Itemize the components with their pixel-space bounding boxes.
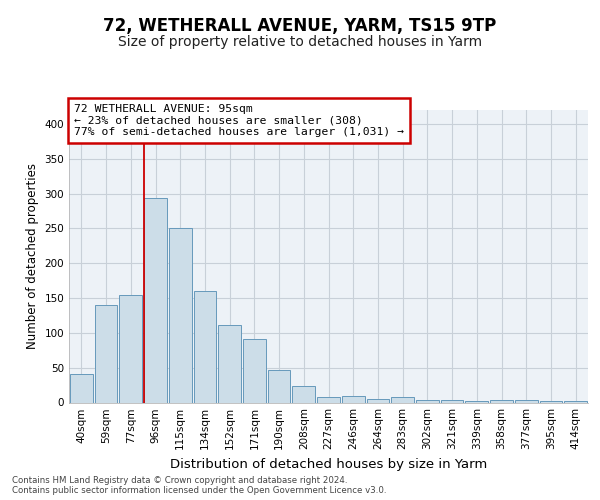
- Text: Contains HM Land Registry data © Crown copyright and database right 2024.
Contai: Contains HM Land Registry data © Crown c…: [12, 476, 386, 495]
- Bar: [218, 324, 241, 402]
- Bar: [441, 400, 463, 402]
- Bar: [268, 370, 290, 402]
- Bar: [391, 397, 414, 402]
- X-axis label: Distribution of detached houses by size in Yarm: Distribution of detached houses by size …: [170, 458, 487, 471]
- Bar: [466, 401, 488, 402]
- Bar: [515, 400, 538, 402]
- Bar: [194, 291, 216, 403]
- Text: 72 WETHERALL AVENUE: 95sqm
← 23% of detached houses are smaller (308)
77% of sem: 72 WETHERALL AVENUE: 95sqm ← 23% of deta…: [74, 104, 404, 138]
- Bar: [119, 294, 142, 403]
- Bar: [490, 400, 513, 402]
- Bar: [416, 400, 439, 402]
- Text: Size of property relative to detached houses in Yarm: Size of property relative to detached ho…: [118, 35, 482, 49]
- Bar: [342, 396, 365, 402]
- Bar: [169, 228, 191, 402]
- Bar: [243, 339, 266, 402]
- Bar: [367, 399, 389, 402]
- Bar: [564, 401, 587, 402]
- Bar: [144, 198, 167, 402]
- Bar: [317, 397, 340, 402]
- Y-axis label: Number of detached properties: Number of detached properties: [26, 163, 39, 349]
- Bar: [95, 305, 118, 402]
- Bar: [539, 401, 562, 402]
- Text: 72, WETHERALL AVENUE, YARM, TS15 9TP: 72, WETHERALL AVENUE, YARM, TS15 9TP: [103, 18, 497, 36]
- Bar: [292, 386, 315, 402]
- Bar: [70, 374, 93, 402]
